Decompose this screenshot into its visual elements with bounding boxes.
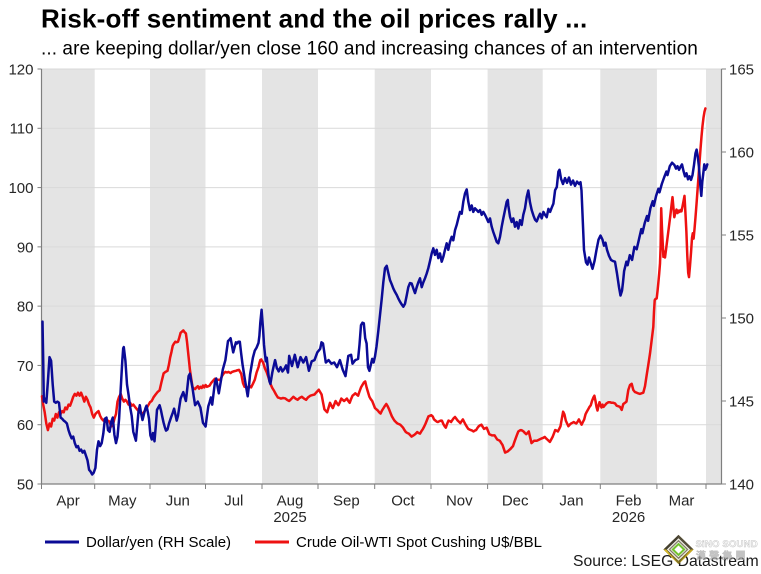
svg-text:50: 50 <box>17 476 34 493</box>
svg-text:Apr: Apr <box>56 493 79 510</box>
svg-text:60: 60 <box>17 417 34 434</box>
svg-text:90: 90 <box>17 239 34 256</box>
svg-text:Dollar/yen (RH Scale): Dollar/yen (RH Scale) <box>86 534 231 551</box>
svg-text:140: 140 <box>729 476 754 493</box>
svg-text:80: 80 <box>17 299 34 316</box>
svg-text:165: 165 <box>729 61 754 78</box>
svg-text:155: 155 <box>729 227 754 244</box>
svg-text:... are keeping dollar/yen clo: ... are keeping dollar/yen close 160 and… <box>41 39 698 60</box>
svg-text:Source: LSEG Datastream: Source: LSEG Datastream <box>573 553 759 569</box>
svg-text:110: 110 <box>10 121 34 138</box>
svg-text:70: 70 <box>17 358 34 375</box>
svg-text:Mar: Mar <box>669 493 695 510</box>
svg-text:Jan: Jan <box>559 493 583 510</box>
svg-text:Oct: Oct <box>391 493 415 510</box>
svg-text:Dec: Dec <box>502 493 529 510</box>
svg-text:May: May <box>108 493 137 510</box>
svg-text:Jun: Jun <box>166 493 190 510</box>
svg-text:2026: 2026 <box>612 509 645 526</box>
svg-text:Risk-off sentiment and the oil: Risk-off sentiment and the oil prices ra… <box>41 4 587 34</box>
svg-text:Sep: Sep <box>333 493 360 510</box>
svg-text:SiNO SOUND: SiNO SOUND <box>696 539 758 550</box>
svg-text:160: 160 <box>729 144 754 161</box>
svg-text:100: 100 <box>8 180 33 197</box>
svg-text:Nov: Nov <box>446 493 473 510</box>
svg-text:145: 145 <box>729 393 754 410</box>
svg-text:Feb: Feb <box>616 493 642 510</box>
svg-text:2025: 2025 <box>273 509 306 526</box>
svg-text:150: 150 <box>729 310 754 327</box>
svg-text:Crude Oil-WTI Spot Cushing U$/: Crude Oil-WTI Spot Cushing U$/BBL <box>296 534 542 551</box>
svg-text:Jul: Jul <box>224 493 243 510</box>
svg-text:漢聲集團: 漢聲集團 <box>696 549 749 562</box>
svg-text:120: 120 <box>8 61 33 78</box>
svg-text:Aug: Aug <box>277 493 304 510</box>
